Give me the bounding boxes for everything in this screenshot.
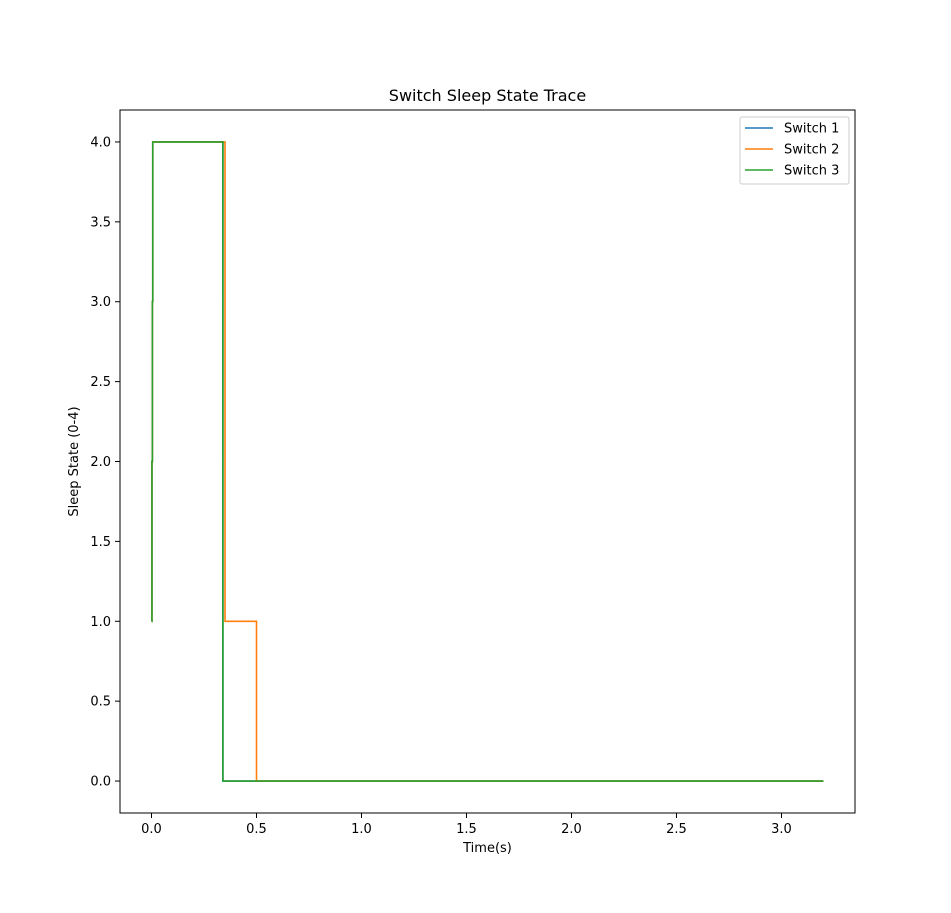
chart-title: Switch Sleep State Trace	[389, 86, 586, 105]
y-tick-label: 2.5	[90, 375, 111, 390]
y-axis-label: Sleep State (0-4)	[67, 406, 82, 516]
series-line-switch-3	[151, 141, 824, 782]
x-axis-label: Time(s)	[462, 841, 512, 856]
legend-label: Switch 2	[784, 143, 839, 158]
legend-box	[739, 116, 850, 185]
y-tick-label: 1.5	[90, 535, 111, 550]
x-tick-label: 3.0	[771, 822, 792, 837]
legend-label: Switch 1	[784, 122, 839, 137]
x-tick-label: 1.0	[351, 822, 372, 837]
x-tick-label: 2.5	[666, 822, 687, 837]
y-tick-label: 1.0	[90, 615, 111, 630]
y-tick-label: 3.0	[90, 295, 111, 310]
x-tick-label: 1.5	[456, 822, 477, 837]
y-tick-label: 3.5	[90, 215, 111, 230]
x-tick-label: 2.0	[561, 822, 582, 837]
plot-frame	[119, 109, 856, 814]
y-tick-label: 0.0	[90, 775, 111, 790]
x-axis: 0.0 0.5 1.0 1.5 2.0 2.5 3.0	[141, 813, 792, 837]
legend-label: Switch 3	[784, 164, 839, 179]
y-tick-label: 2.0	[90, 455, 111, 470]
x-tick-label: 0.0	[141, 822, 162, 837]
y-tick-label: 0.5	[90, 695, 111, 710]
legend: Switch 1 Switch 2 Switch 3	[739, 116, 850, 185]
x-tick-label: 0.5	[246, 822, 267, 837]
y-axis: 0.0 0.5 1.0 1.5 2.0 2.5 3.0 3.5 4.0	[90, 135, 120, 790]
y-tick-label: 4.0	[90, 135, 111, 150]
series-layer	[151, 141, 824, 782]
